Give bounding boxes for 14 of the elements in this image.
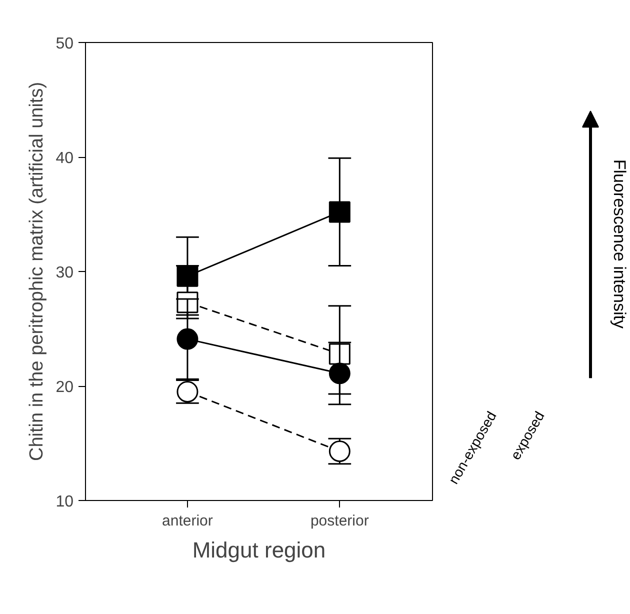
y-tick-label: 20 (56, 379, 74, 396)
point (328, 343, 350, 365)
x-axis-title: Midgut region (192, 538, 326, 562)
x-tick-label: posterior (310, 512, 369, 530)
y-tick-label: 50 (56, 36, 74, 52)
y-tick-label: 40 (56, 150, 74, 167)
point (328, 201, 350, 223)
y-tick-label: 10 (56, 494, 74, 510)
y-axis-title: Chitin in the peritrophic matrix (artificial units) (26, 82, 48, 462)
x-tick-label: anterior (162, 512, 213, 530)
text: Fluorescence intensity (610, 159, 629, 329)
y-tick-label: 30 (56, 264, 74, 282)
point (176, 328, 198, 350)
point (328, 362, 350, 384)
